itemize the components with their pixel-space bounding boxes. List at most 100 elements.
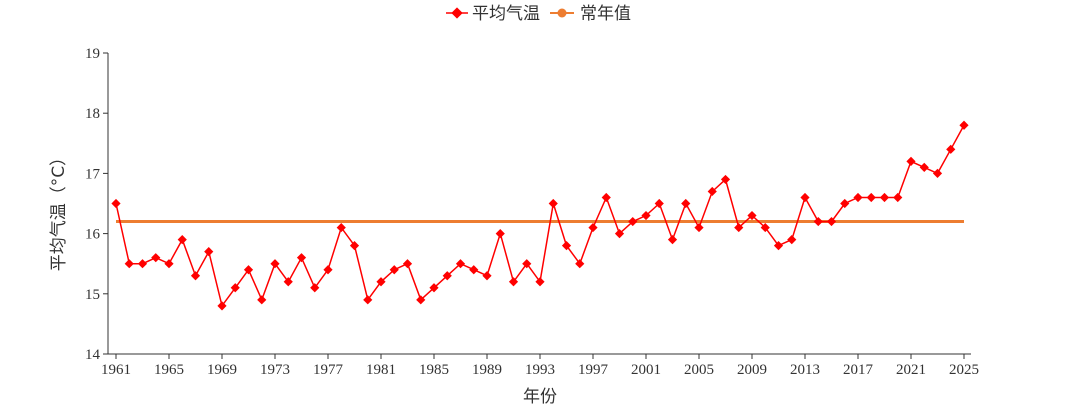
mean-temp-point-1978[interactable] [336,222,346,233]
mean-temp-point-1963[interactable] [137,259,148,269]
mean-temp-point-1987[interactable] [455,259,466,269]
mean-temp-point-1962[interactable] [124,259,134,269]
y-axis-title: 平均气温（°C） [49,149,69,271]
x-tick-label: 2013 [790,362,820,378]
mean-temp-point-1984[interactable] [416,295,426,305]
y-tick-label: 19 [85,46,100,62]
x-tick-label: 1989 [472,362,502,378]
mean-temp-point-1985[interactable] [429,283,439,293]
x-tick-label: 2001 [631,362,661,378]
mean-temp-point-1973[interactable] [270,259,280,269]
mean-temp-point-2008[interactable] [734,222,744,233]
mean-temp-point-2011[interactable] [773,241,784,251]
mean-temp-point-2012[interactable] [787,235,797,245]
mean-temp-point-1993[interactable] [535,277,545,287]
mean-temp-point-2015[interactable] [826,216,837,227]
x-tick-label: 1969 [207,362,237,378]
legend-mean-temp-label: 平均气温 [472,4,540,24]
legend-normal-marker [557,8,567,18]
mean-temp-point-1983[interactable] [402,259,413,269]
y-tick-label: 14 [85,347,101,363]
mean-temp-point-1996[interactable] [575,259,585,269]
mean-temp-point-1986[interactable] [442,271,452,281]
mean-temp-point-1980[interactable] [363,295,373,305]
mean-temp-point-2025[interactable] [959,120,969,130]
x-tick-label: 1981 [366,362,396,378]
mean-temp-point-1988[interactable] [469,265,479,275]
mean-temp-point-2006[interactable] [707,186,717,197]
x-tick-label: 1965 [154,362,184,378]
mean-temp-point-2003[interactable] [667,235,678,245]
y-tick-label: 15 [85,287,100,303]
mean-temp-point-2010[interactable] [760,222,770,233]
mean-temp-point-1994[interactable] [548,198,558,209]
mean-temp-point-1969[interactable] [217,301,227,311]
legend-item-normal[interactable]: 常年值 [550,4,631,24]
x-axis-title: 年份 [523,387,557,407]
legend: 平均气温 常年值 [446,4,631,24]
mean-temp-point-2007[interactable] [720,174,731,185]
x-tick-label: 1973 [260,362,290,378]
mean-temp-point-1971[interactable] [243,265,254,275]
x-tick-label: 1977 [313,362,344,378]
mean-temp-point-1961[interactable] [111,198,121,209]
x-tick-label: 1985 [419,362,449,378]
mean-temp-point-2004[interactable] [681,198,691,209]
mean-temp-point-2014[interactable] [813,216,823,227]
y-tick-label: 16 [85,227,101,243]
mean-temp-point-2024[interactable] [946,144,956,154]
mean-temp-point-1991[interactable] [508,277,519,287]
mean-temp-point-1995[interactable] [561,241,572,251]
mean-temp-point-1989[interactable] [482,271,492,281]
mean-temp-point-1997[interactable] [588,222,598,233]
mean-temp-point-1965[interactable] [164,259,174,269]
mean-temp-point-2013[interactable] [800,192,810,203]
x-tick-label: 1961 [101,362,131,378]
mean-temp-point-1979[interactable] [349,241,360,251]
mean-temp-point-1999[interactable] [614,229,625,239]
mean-temp-point-2017[interactable] [853,192,863,203]
mean-temp-point-2023[interactable] [932,168,943,178]
mean-temp-point-2020[interactable] [893,192,903,203]
mean-temp-point-1982[interactable] [389,265,399,275]
mean-temp-point-2001[interactable] [641,210,651,221]
mean-temp-point-1990[interactable] [495,229,505,239]
x-tick-label: 2017 [843,362,874,378]
mean-temp-point-1972[interactable] [257,295,267,305]
mean-temp-point-2018[interactable] [866,192,876,203]
mean-temp-point-2022[interactable] [919,162,929,172]
x-tick-label: 2005 [684,362,714,378]
mean-temp-point-1992[interactable] [522,259,532,269]
x-tick-label: 1997 [578,362,609,378]
x-tick-label: 2025 [949,362,979,378]
mean-temp-point-2016[interactable] [840,198,850,209]
mean-temp-point-2021[interactable] [906,156,916,166]
x-tick-label: 2009 [737,362,767,378]
y-tick-label: 17 [85,166,101,182]
mean-temp-point-1967[interactable] [190,271,201,281]
mean-temp-point-1974[interactable] [283,277,293,287]
x-tick-label: 1993 [525,362,555,378]
mean-temp-point-1981[interactable] [376,277,386,287]
legend-item-mean-temp[interactable]: 平均气温 [446,4,540,24]
mean-temp-point-1998[interactable] [601,192,611,203]
y-axis-ticks: 14 15 16 17 18 19 [85,46,108,363]
mean-temp-point-2009[interactable] [747,210,757,221]
mean-temp-point-1964[interactable] [151,253,161,263]
mean-temp-point-1970[interactable] [230,283,240,293]
x-axis-ticks: 1961 1965 1969 1973 1977 1981 1985 1989 1993 1997… [101,354,979,378]
mean-temp-point-2002[interactable] [654,198,664,209]
x-tick-label: 2021 [896,362,926,378]
mean-temp-point-2019[interactable] [879,192,890,203]
mean-temp-point-1966[interactable] [177,235,187,245]
mean-temp-point-1968[interactable] [204,247,214,257]
mean-temp-point-1977[interactable] [323,265,333,275]
y-tick-label: 18 [85,106,100,122]
mean-temp-points [111,120,969,311]
mean-temp-point-2000[interactable] [628,216,638,227]
mean-temp-point-1975[interactable] [296,253,307,263]
legend-mean-temp-marker [451,7,463,19]
mean-temp-point-2005[interactable] [694,222,704,233]
mean-temp-point-1976[interactable] [310,283,320,293]
